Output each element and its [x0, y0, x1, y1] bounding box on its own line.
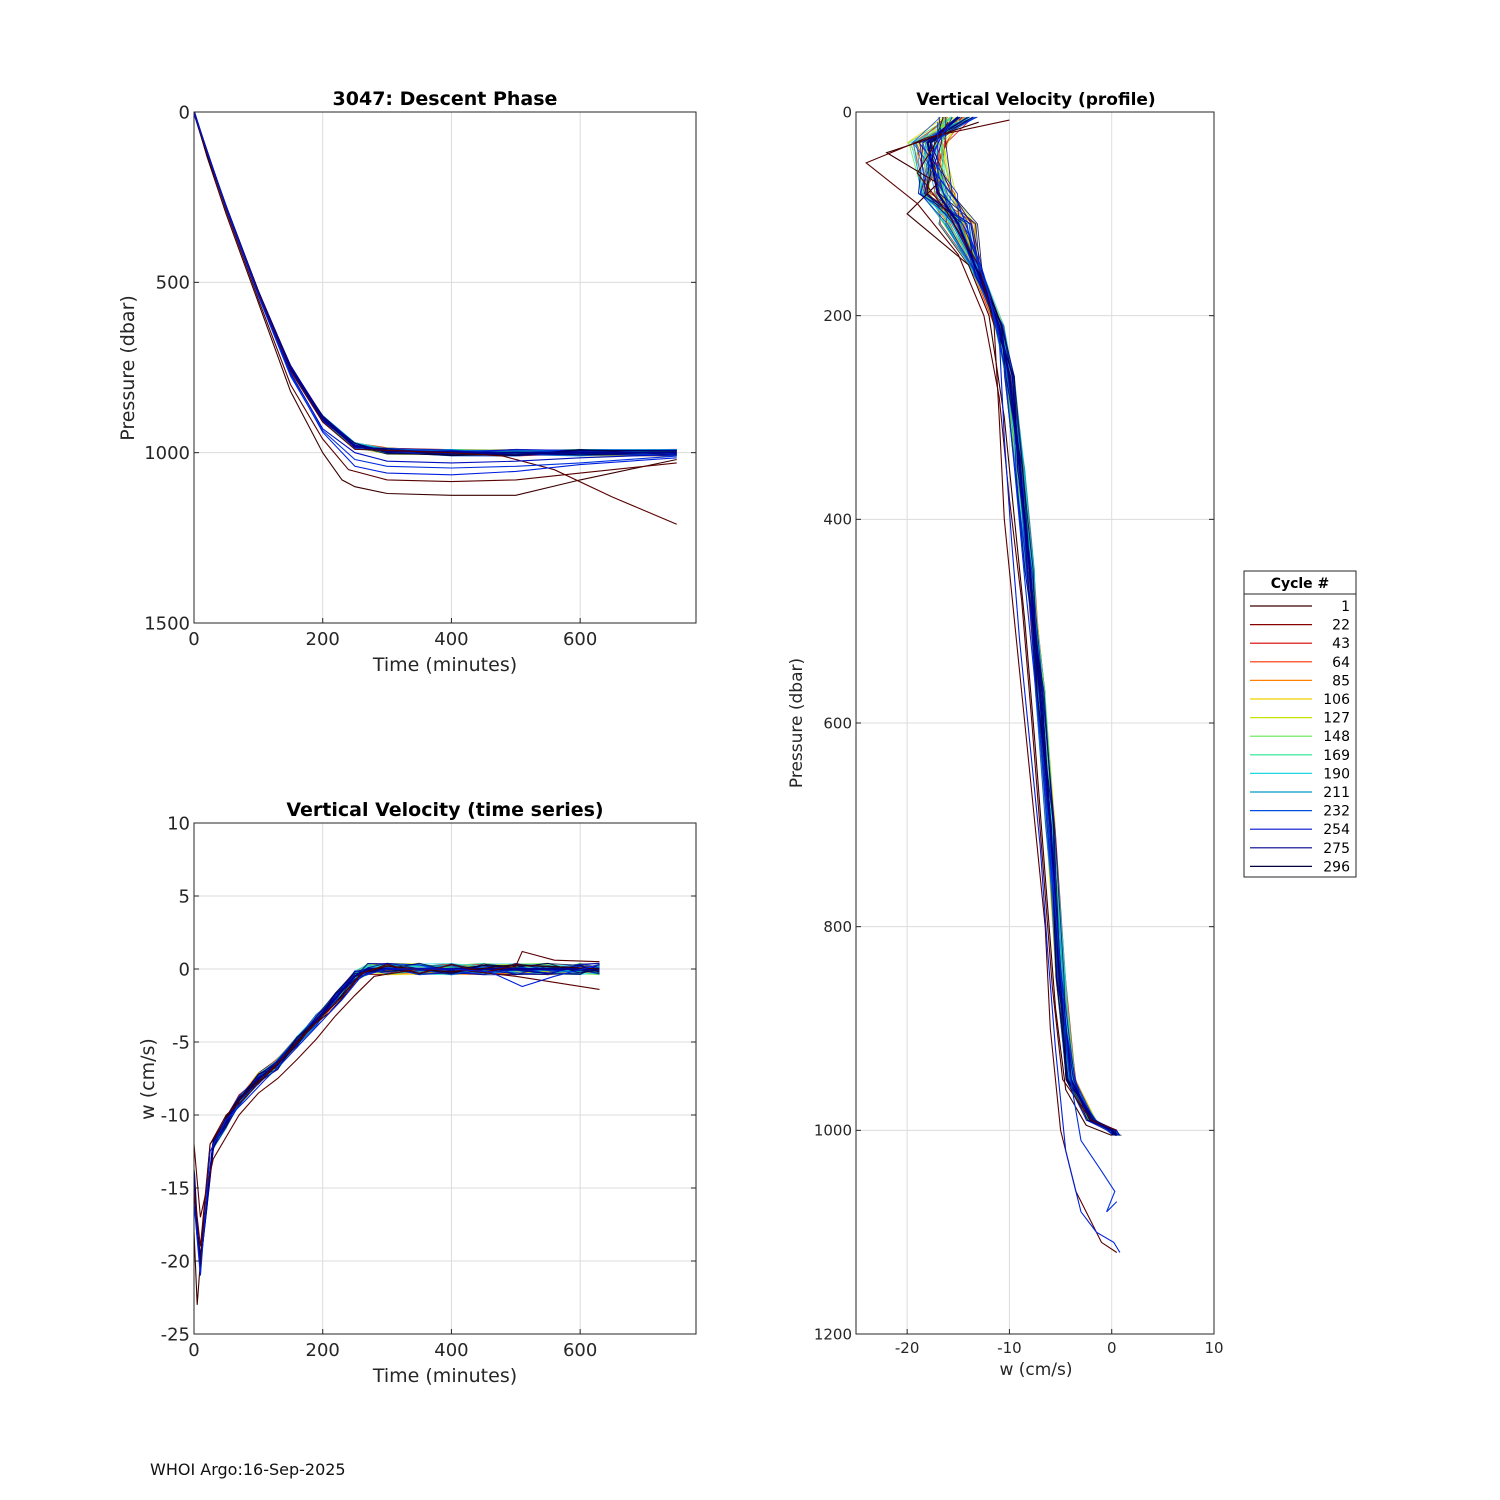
legend-label: 1 — [1341, 599, 1350, 615]
wtime-series-4 — [194, 964, 600, 1276]
wprofile-title: Vertical Velocity (profile) — [916, 90, 1155, 110]
wprofile-ytick-label: 800 — [823, 918, 852, 936]
wprofile-series-2 — [865, 119, 1118, 1131]
wprofile-series-3 — [916, 121, 1118, 1253]
wtime-ytick-label: 10 — [167, 813, 190, 834]
wtime-title: Vertical Velocity (time series) — [286, 799, 603, 821]
wprofile-ytick-label: 1200 — [814, 1325, 852, 1343]
wtime-series-3 — [194, 950, 600, 1247]
wprofile-series-4 — [926, 123, 1121, 1253]
wtime-ytick-label: 5 — [179, 886, 190, 907]
descent-ticks: 0 200 400 600 0 500 1000 1500 — [144, 102, 696, 650]
descent-ylabel: Pressure (dbar) — [117, 295, 139, 441]
wprofile-ytick-label: 0 — [842, 103, 852, 121]
wtime-series — [194, 950, 600, 1305]
legend-label: 190 — [1323, 766, 1350, 782]
legend-label: 85 — [1332, 673, 1350, 689]
wprofile-cycle-line — [930, 116, 1115, 1136]
legend-label: 296 — [1323, 859, 1350, 875]
wtime-ytick-label: -15 — [161, 1178, 190, 1199]
legend-box — [1243, 570, 1357, 878]
descent-series-6 — [194, 112, 677, 464]
wtime-ytick-label: -25 — [161, 1324, 190, 1345]
wtime-ytick-label: -10 — [161, 1105, 190, 1126]
wprofile-series-0 — [926, 116, 1118, 1137]
wprofile-xtick-label: -20 — [895, 1339, 920, 1357]
wtime-xtick-label: 200 — [306, 1340, 340, 1361]
wprofile-ytick-label: 400 — [823, 511, 852, 529]
wprofile-xtick-label: 10 — [1204, 1339, 1223, 1357]
descent-series — [194, 112, 677, 525]
wtime-series-group — [194, 950, 600, 1305]
legend-label: 43 — [1332, 636, 1350, 652]
wprofile-series-group — [865, 116, 1122, 1253]
wprofile-ylabel: Pressure (dbar) — [787, 658, 807, 788]
legend-entries: 1 22 43 64 85 106 127 148 169 190 211 232 254 275 296 — [1250, 599, 1350, 875]
descent-ytick-label: 500 — [156, 273, 190, 294]
legend-title: Cycle # — [1271, 576, 1330, 592]
wprofile-cycle-line — [919, 116, 1117, 1136]
wprofile-xtick-label: 0 — [1107, 1339, 1117, 1357]
wtime-xtick-label: 600 — [563, 1340, 597, 1361]
wprofile-series-1 — [885, 121, 1112, 1136]
wprofile-series-5 — [937, 122, 1118, 1213]
descent-series-1 — [194, 112, 677, 496]
wprofile-xlabel: w (cm/s) — [999, 1360, 1072, 1380]
descent-series-group — [194, 112, 677, 525]
wtime-xlabel: Time (minutes) — [372, 1365, 517, 1387]
legend-label: 211 — [1323, 785, 1350, 801]
legend-label: 232 — [1323, 804, 1350, 820]
descent-xtick-label: 600 — [563, 629, 597, 650]
descent-xtick-label: 0 — [188, 629, 199, 650]
descent-ytick-label: 1500 — [144, 613, 190, 634]
legend-label: 254 — [1323, 822, 1350, 838]
legend-label: 64 — [1332, 655, 1350, 671]
descent-xlabel: Time (minutes) — [372, 654, 517, 676]
legend-label: 169 — [1323, 748, 1350, 764]
descent-title: 3047: Descent Phase — [333, 88, 558, 110]
wtime-ylabel: w (cm/s) — [137, 1038, 159, 1120]
wtime-ticks: 0 200 400 600 10 5 0 -5 -10 -15 -20 -25 — [161, 813, 696, 1361]
legend-label: 148 — [1323, 729, 1350, 745]
panel-velocity-time-series: 0 200 400 600 10 5 0 -5 -10 -15 -20 -25 Vertical Ve… — [137, 799, 697, 1387]
descent-series-2 — [194, 112, 677, 483]
wprofile-ytick-label: 1000 — [814, 1122, 852, 1140]
footer-stamp: WHOI Argo:16-Sep-2025 — [150, 1460, 346, 1479]
legend-label: 106 — [1323, 692, 1350, 708]
wtime-ytick-label: 0 — [179, 959, 190, 980]
wprofile-xtick-label: -10 — [997, 1339, 1022, 1357]
panel-descent-phase: 0 200 400 600 0 500 1000 1500 3047: Descent Pha… — [117, 88, 697, 676]
legend-label: 22 — [1332, 618, 1350, 634]
wprofile-series — [865, 116, 1122, 1253]
wtime-ytick-label: -20 — [161, 1251, 190, 1272]
wtime-xtick-label: 400 — [434, 1340, 468, 1361]
wtime-xtick-label: 0 — [188, 1340, 199, 1361]
descent-xtick-label: 200 — [306, 629, 340, 650]
wprofile-ytick-label: 600 — [823, 714, 852, 732]
descent-ytick-label: 1000 — [144, 443, 190, 464]
descent-xtick-label: 400 — [434, 629, 468, 650]
wtime-ytick-label: -5 — [172, 1032, 190, 1053]
descent-ytick-label: 0 — [179, 102, 190, 123]
wprofile-ytick-label: 200 — [823, 307, 852, 325]
legend-label: 275 — [1323, 841, 1350, 857]
legend: Cycle # 1 22 43 64 85 106 127 148 169 190 211 232 25… — [1243, 570, 1357, 878]
legend-label: 127 — [1323, 711, 1350, 727]
